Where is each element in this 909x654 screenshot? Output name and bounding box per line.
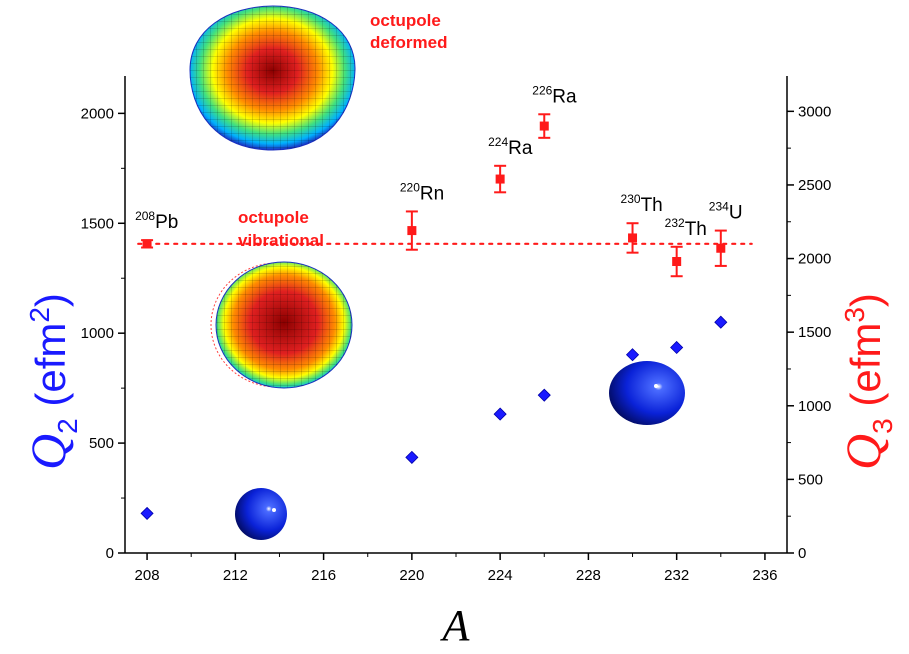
nucleus-mass-number: 208: [135, 209, 155, 223]
q3-data-point: [142, 239, 152, 249]
nucleus-symbol: Ra: [508, 138, 533, 159]
right-tick-label: 0: [798, 545, 806, 562]
right-axis-title-close: ): [842, 293, 889, 307]
annotation-octupole-deformed: octupole deformed: [370, 11, 447, 52]
left-axis-title-superscript: 2: [24, 307, 55, 323]
q3-series: [141, 113, 727, 278]
annotation-line: vibrational: [238, 231, 324, 250]
right-axis-title-unit: (efm: [842, 323, 889, 419]
q3-data-point: [628, 233, 638, 243]
nucleus-mass-number: 234: [709, 200, 729, 214]
x-tick-label: 232: [664, 567, 689, 584]
q2-data-point: [493, 407, 507, 421]
nucleus-symbol: Pb: [155, 212, 178, 233]
left-tick-label: 1500: [81, 215, 114, 232]
annotation-line: deformed: [370, 33, 447, 52]
nucleus-label: 234U: [709, 200, 743, 224]
right-axis-ticks: 0 500 1000 1500 2000 2500 3000: [787, 103, 831, 562]
nucleus-label: 208Pb: [135, 209, 178, 233]
x-tick-label: 216: [311, 567, 336, 584]
x-tick-label: 220: [399, 567, 424, 584]
right-axis-title-superscript: 3: [839, 307, 870, 323]
nucleus-symbol: Th: [641, 195, 663, 216]
nucleus-mass-number: 224: [488, 135, 508, 149]
nucleus-mass-number: 230: [621, 192, 641, 206]
q3-data-point: [495, 174, 505, 184]
q2-data-point: [537, 388, 551, 402]
left-tick-label: 1000: [81, 325, 114, 342]
q2-series: [140, 315, 728, 520]
prolate-nucleus-image: [609, 361, 685, 425]
right-tick-label: 1000: [798, 398, 831, 415]
nucleus-label: 230Th: [621, 192, 663, 216]
q2-data-point: [714, 315, 728, 329]
right-tick-label: 500: [798, 471, 823, 488]
q3-data-point: [539, 121, 549, 131]
left-axis-title-close: ): [27, 293, 74, 307]
spherical-nucleus-image: [235, 488, 287, 540]
left-axis-ticks: 0 500 1000 1500 2000: [81, 105, 125, 562]
q2-data-point: [625, 348, 640, 362]
annotation-octupole-vibrational: octupole vibrational: [238, 208, 324, 250]
left-tick-label: 2000: [81, 105, 114, 122]
q3-data-point: [672, 257, 682, 266]
q2-data-point: [670, 340, 684, 355]
nucleus-symbol: Rn: [420, 183, 444, 204]
octupole-vibrational-shape-image: [210, 261, 353, 389]
x-axis-ticks: 208 212 216 220 224 228 232 236: [135, 553, 777, 584]
x-tick-label: 208: [135, 567, 160, 584]
annotation-line: octupole: [370, 11, 441, 30]
right-axis-title-subscript: 3: [867, 418, 898, 434]
nucleus-mass-number: 220: [400, 180, 420, 194]
nucleus-label: 224Ra: [488, 135, 533, 159]
right-tick-label: 3000: [798, 103, 831, 120]
left-axis-title-subscript: 2: [52, 418, 83, 434]
left-axis-title-unit: (efm: [27, 323, 74, 419]
nucleus-mass-number: 232: [665, 216, 685, 230]
nucleus-symbol: Ra: [552, 86, 577, 107]
right-axis-title-symbol: Q: [835, 434, 891, 470]
left-tick-label: 500: [89, 435, 114, 452]
x-tick-label: 228: [576, 567, 601, 584]
q3-data-point: [716, 243, 726, 253]
x-axis-title: A: [440, 601, 471, 649]
x-tick-label: 212: [223, 567, 248, 584]
q3-data-point: [407, 226, 417, 236]
q2-data-point: [405, 450, 419, 464]
nucleus-mass-number: 226: [532, 83, 552, 97]
annotation-line: octupole: [238, 208, 309, 227]
right-tick-label: 1500: [798, 324, 831, 341]
x-tick-label: 236: [752, 567, 777, 584]
nucleus-label: 220Rn: [400, 180, 444, 204]
nucleus-symbol: U: [729, 203, 743, 224]
octupole-deformed-shape-image: [189, 5, 356, 151]
right-tick-label: 2000: [798, 251, 831, 268]
x-tick-label: 224: [488, 567, 513, 584]
left-axis-title: Q2 (efm2): [20, 293, 83, 470]
right-tick-label: 2500: [798, 177, 831, 194]
right-axis-title: Q3 (efm3): [835, 293, 898, 470]
left-tick-label: 0: [106, 545, 114, 562]
nucleus-label: 232Th: [665, 216, 707, 240]
nucleus-label: 226Ra: [532, 83, 577, 107]
q2-data-point: [140, 506, 154, 520]
nucleus-symbol: Th: [685, 219, 707, 240]
left-axis-title-symbol: Q: [20, 434, 76, 470]
